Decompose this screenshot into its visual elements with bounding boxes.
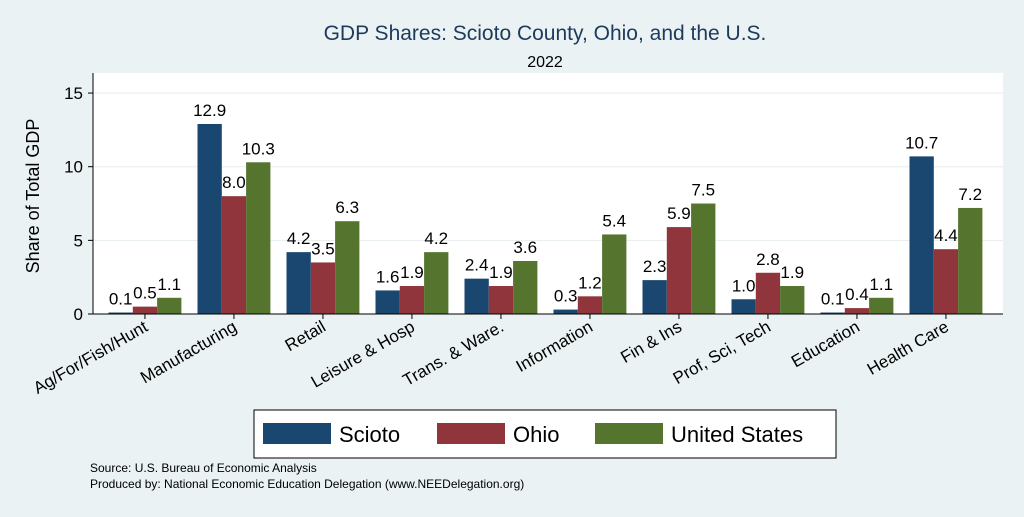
bar-value-label: 2.8 bbox=[756, 250, 780, 269]
legend-box bbox=[253, 409, 837, 459]
bar-value-label: 0.1 bbox=[109, 290, 133, 309]
bar-value-label: 10.3 bbox=[242, 139, 275, 158]
legend-label: Ohio bbox=[513, 422, 559, 447]
bar-value-label: 0.3 bbox=[554, 287, 578, 306]
legend-label: Scioto bbox=[339, 422, 400, 447]
bar-value-label: 0.5 bbox=[133, 284, 157, 303]
bar-united-states bbox=[335, 221, 360, 314]
bar-scioto bbox=[909, 156, 934, 314]
bar-ohio bbox=[132, 306, 158, 314]
bar-value-label: 1.0 bbox=[732, 276, 756, 295]
chart-title: GDP Shares: Scioto County, Ohio, and the… bbox=[324, 22, 767, 45]
bar-value-label: 5.9 bbox=[667, 204, 691, 223]
bar-value-label: 4.4 bbox=[934, 226, 958, 245]
bar-united-states bbox=[691, 203, 716, 314]
bar-value-label: 2.3 bbox=[643, 257, 667, 276]
chart-subtitle: 2022 bbox=[527, 54, 563, 71]
bar-value-label: 1.9 bbox=[780, 263, 804, 282]
bar-ohio bbox=[221, 196, 247, 314]
producer-note: Produced by: National Economic Education… bbox=[90, 477, 524, 491]
bar-united-states bbox=[869, 297, 894, 314]
bar-united-states bbox=[157, 297, 182, 314]
bar-value-label: 7.5 bbox=[691, 181, 715, 200]
bar-value-label: 5.4 bbox=[602, 211, 626, 230]
legend-label: United States bbox=[671, 422, 803, 447]
bar-united-states bbox=[424, 252, 449, 314]
bar-ohio bbox=[844, 308, 870, 314]
bar-value-label: 8.0 bbox=[222, 173, 246, 192]
bar-ohio bbox=[399, 286, 425, 314]
bar-scioto bbox=[108, 312, 133, 314]
bar-scioto bbox=[820, 312, 845, 314]
bar-ohio bbox=[933, 249, 959, 314]
bar-united-states bbox=[602, 234, 627, 314]
legend-swatch bbox=[595, 423, 663, 444]
bar-value-label: 0.4 bbox=[845, 285, 869, 304]
bar-scioto bbox=[642, 280, 667, 314]
bar-value-label: 0.1 bbox=[821, 290, 845, 309]
bar-value-label: 6.3 bbox=[335, 198, 359, 217]
bar-ohio bbox=[488, 286, 514, 314]
bar-value-label: 1.9 bbox=[400, 263, 424, 282]
bar-scioto bbox=[553, 309, 578, 314]
bar-scioto bbox=[197, 123, 222, 314]
bar-ohio bbox=[755, 272, 781, 314]
bar-united-states bbox=[246, 162, 271, 314]
bar-value-label: 3.6 bbox=[513, 238, 537, 257]
y-axis-label: Share of Total GDP bbox=[23, 119, 43, 274]
bar-ohio bbox=[310, 262, 336, 314]
bar-value-label: 1.9 bbox=[489, 263, 513, 282]
legend-swatch bbox=[263, 423, 331, 444]
bar-united-states bbox=[958, 207, 983, 314]
bar-value-label: 4.2 bbox=[424, 229, 448, 248]
y-tick-label: 5 bbox=[74, 231, 83, 250]
bar-united-states bbox=[780, 286, 805, 314]
bar-value-label: 3.5 bbox=[311, 239, 335, 258]
bar-scioto bbox=[375, 290, 400, 314]
bar-value-label: 2.4 bbox=[465, 256, 489, 275]
bar-ohio bbox=[577, 296, 603, 314]
legend: Scioto Ohio United States bbox=[253, 409, 837, 459]
bar-united-states bbox=[513, 260, 538, 314]
bar-value-label: 1.2 bbox=[578, 273, 602, 292]
legend-swatch bbox=[437, 423, 505, 444]
bar-value-label: 10.7 bbox=[905, 133, 938, 152]
y-tick-label: 0 bbox=[74, 305, 83, 324]
bar-value-label: 1.1 bbox=[869, 275, 893, 294]
source-note: Source: U.S. Bureau of Economic Analysis bbox=[90, 461, 317, 475]
bar-scioto bbox=[286, 252, 311, 314]
bar-value-label: 12.9 bbox=[193, 101, 226, 120]
bar-value-label: 7.2 bbox=[958, 185, 982, 204]
bar-scioto bbox=[464, 278, 489, 314]
bar-scioto bbox=[731, 299, 756, 314]
bar-ohio bbox=[666, 227, 692, 314]
bar-value-label: 1.6 bbox=[376, 267, 400, 286]
bar-value-label: 1.1 bbox=[157, 275, 181, 294]
bar-value-label: 4.2 bbox=[287, 229, 311, 248]
y-tick-label: 10 bbox=[64, 158, 83, 177]
y-tick-label: 15 bbox=[64, 84, 83, 103]
